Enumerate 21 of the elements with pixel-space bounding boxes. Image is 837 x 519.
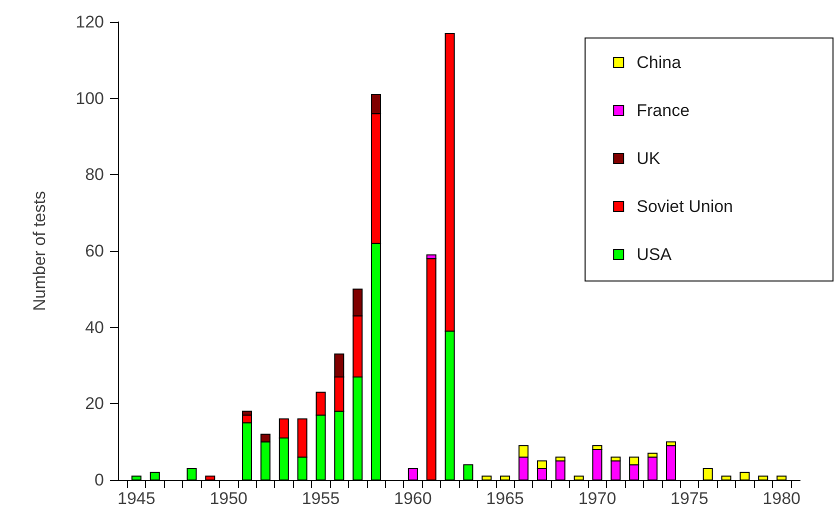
- x-tick-label: 1970: [578, 489, 616, 508]
- legend-label: UK: [636, 149, 661, 168]
- y-tick-label: 60: [85, 242, 104, 260]
- legend-label: USA: [636, 245, 672, 264]
- legend-label: France: [636, 101, 690, 120]
- legend-label: China: [636, 53, 682, 72]
- x-tick-label: 1955: [302, 489, 340, 508]
- x-tick-label: 1980: [762, 489, 800, 508]
- y-tick-label: 120: [76, 12, 104, 32]
- x-tick-label: 1945: [118, 489, 156, 508]
- y-tick-label: 80: [85, 165, 104, 184]
- y-tick-label: 0: [94, 470, 104, 490]
- y-tick-label: 20: [85, 394, 104, 414]
- x-tick-label: 1950: [210, 489, 248, 508]
- x-tick-label: 1975: [670, 489, 708, 508]
- x-tick-label: 1960: [394, 489, 432, 508]
- y-tick-label: 40: [85, 318, 104, 337]
- y-axis-title: Number of tests: [30, 191, 49, 311]
- legend-label: Soviet Union: [636, 197, 733, 216]
- y-tick-label: 100: [76, 88, 104, 108]
- x-tick-label: 1965: [486, 489, 524, 508]
